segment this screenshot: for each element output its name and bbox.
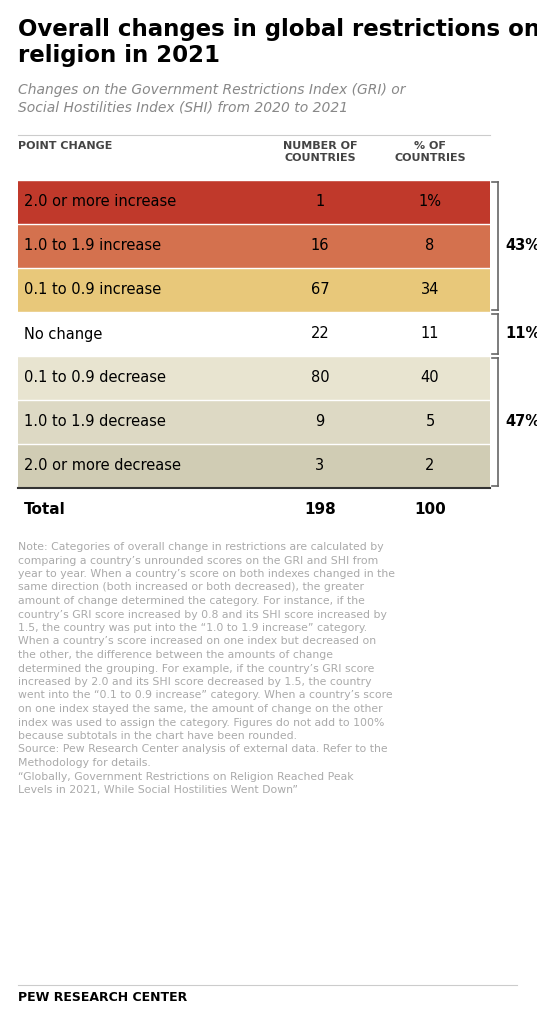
Text: 3: 3 <box>315 458 324 474</box>
Text: 22: 22 <box>310 326 329 342</box>
Text: 5: 5 <box>425 414 434 430</box>
Text: 8: 8 <box>425 238 434 254</box>
Bar <box>18 312 490 356</box>
Text: 1: 1 <box>315 194 325 210</box>
Text: POINT CHANGE: POINT CHANGE <box>18 141 112 151</box>
Text: 34: 34 <box>421 282 439 298</box>
Text: increased by 2.0 and its SHI score decreased by 1.5, the country: increased by 2.0 and its SHI score decre… <box>18 677 372 687</box>
Text: index was used to assign the category. Figures do not add to 100%: index was used to assign the category. F… <box>18 717 384 727</box>
Text: amount of change determined the category. For instance, if the: amount of change determined the category… <box>18 596 365 606</box>
Text: because subtotals in the chart have been rounded.: because subtotals in the chart have been… <box>18 731 297 741</box>
Text: the other, the difference between the amounts of change: the other, the difference between the am… <box>18 650 333 660</box>
Bar <box>18 180 490 224</box>
Text: 1%: 1% <box>418 194 441 210</box>
Text: Changes on the Government Restrictions Index (GRI) or
Social Hostilities Index (: Changes on the Government Restrictions I… <box>18 83 405 115</box>
Text: 40: 40 <box>420 370 439 386</box>
Text: Methodology for details.: Methodology for details. <box>18 758 151 768</box>
Text: 198: 198 <box>304 502 336 518</box>
Text: 67: 67 <box>311 282 329 298</box>
Text: 1.5, the country was put into the “1.0 to 1.9 increase” category.: 1.5, the country was put into the “1.0 t… <box>18 623 367 633</box>
Text: Source: Pew Research Center analysis of external data. Refer to the: Source: Pew Research Center analysis of … <box>18 745 388 755</box>
Text: 16: 16 <box>311 238 329 254</box>
Text: on one index stayed the same, the amount of change on the other: on one index stayed the same, the amount… <box>18 704 383 714</box>
Text: Levels in 2021, While Social Hostilities Went Down”: Levels in 2021, While Social Hostilities… <box>18 785 298 795</box>
Text: Total: Total <box>24 502 66 518</box>
Text: 0.1 to 0.9 decrease: 0.1 to 0.9 decrease <box>24 370 166 386</box>
Text: NUMBER OF
COUNTRIES: NUMBER OF COUNTRIES <box>283 141 357 163</box>
Text: 2.0 or more decrease: 2.0 or more decrease <box>24 458 181 474</box>
Text: No change: No change <box>24 326 103 342</box>
Bar <box>18 400 490 444</box>
Bar <box>18 356 490 400</box>
Bar <box>18 268 490 312</box>
Text: When a country’s score increased on one index but decreased on: When a country’s score increased on one … <box>18 636 376 647</box>
Text: 47%: 47% <box>505 414 537 430</box>
Text: 1.0 to 1.9 increase: 1.0 to 1.9 increase <box>24 238 161 254</box>
Text: comparing a country’s unrounded scores on the GRI and SHI from: comparing a country’s unrounded scores o… <box>18 555 378 566</box>
Text: Note: Categories of overall change in restrictions are calculated by: Note: Categories of overall change in re… <box>18 542 383 552</box>
Bar <box>18 224 490 268</box>
Text: went into the “0.1 to 0.9 increase” category. When a country’s score: went into the “0.1 to 0.9 increase” cate… <box>18 691 393 701</box>
Text: 1.0 to 1.9 decrease: 1.0 to 1.9 decrease <box>24 414 166 430</box>
Bar <box>18 444 490 488</box>
Text: 2: 2 <box>425 458 434 474</box>
Text: 80: 80 <box>311 370 329 386</box>
Text: 2.0 or more increase: 2.0 or more increase <box>24 194 176 210</box>
Text: Overall changes in global restrictions on
religion in 2021: Overall changes in global restrictions o… <box>18 18 537 66</box>
Text: 11%: 11% <box>505 326 537 342</box>
Text: year to year. When a country’s score on both indexes changed in the: year to year. When a country’s score on … <box>18 569 395 579</box>
Text: 100: 100 <box>414 502 446 518</box>
Text: PEW RESEARCH CENTER: PEW RESEARCH CENTER <box>18 991 187 1004</box>
Text: 43%: 43% <box>505 238 537 254</box>
Text: determined the grouping. For example, if the country’s GRI score: determined the grouping. For example, if… <box>18 664 374 673</box>
Text: 11: 11 <box>421 326 439 342</box>
Text: same direction (both increased or both decreased), the greater: same direction (both increased or both d… <box>18 582 364 592</box>
Text: 0.1 to 0.9 increase: 0.1 to 0.9 increase <box>24 282 161 298</box>
Text: country’s GRI score increased by 0.8 and its SHI score increased by: country’s GRI score increased by 0.8 and… <box>18 610 387 620</box>
Text: % OF
COUNTRIES: % OF COUNTRIES <box>394 141 466 163</box>
Text: 9: 9 <box>315 414 325 430</box>
Text: “Globally, Government Restrictions on Religion Reached Peak: “Globally, Government Restrictions on Re… <box>18 771 354 782</box>
